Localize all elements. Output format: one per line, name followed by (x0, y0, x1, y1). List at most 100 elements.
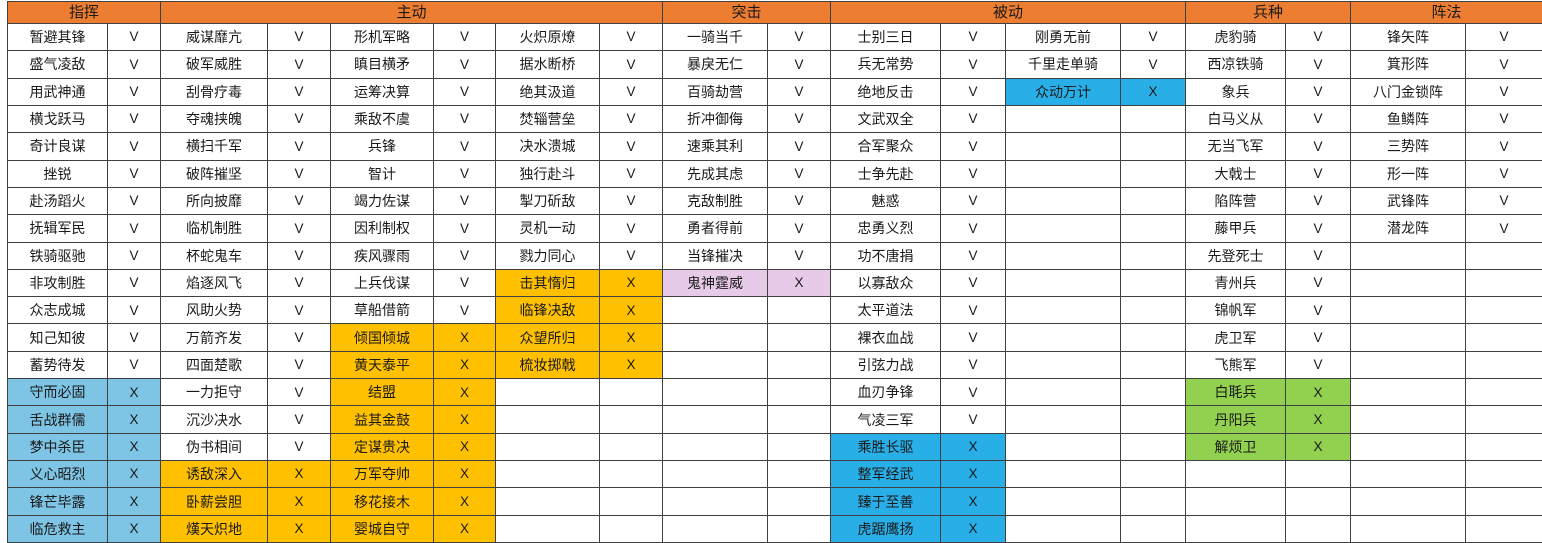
skill-cell[interactable]: 灵机一动 (496, 215, 600, 243)
skill-cell[interactable]: 虎踞鹰扬 (831, 515, 941, 543)
skill-cell[interactable]: 暴戾无仁 (663, 51, 768, 79)
mark-cell[interactable]: V (941, 187, 1006, 216)
skill-cell[interactable] (1351, 488, 1466, 516)
skill-cell[interactable] (1006, 269, 1121, 298)
skill-cell[interactable] (1006, 297, 1121, 325)
mark-cell[interactable] (1121, 160, 1186, 188)
skill-cell[interactable]: 定谋贵决 (331, 433, 434, 462)
skill-cell[interactable]: 上兵伐谋 (331, 269, 434, 298)
mark-cell[interactable]: V (941, 51, 1006, 79)
mark-cell[interactable]: V (268, 406, 331, 434)
skill-cell[interactable] (663, 461, 768, 489)
mark-cell[interactable]: X (1286, 406, 1351, 434)
mark-cell[interactable]: X (434, 406, 496, 434)
skill-cell[interactable] (1006, 133, 1121, 161)
skill-cell[interactable]: 先登死士 (1186, 242, 1286, 270)
mark-cell[interactable]: V (108, 351, 161, 380)
skill-cell[interactable]: 风助火势 (161, 297, 268, 325)
mark-cell[interactable] (600, 379, 663, 407)
mark-cell[interactable]: V (600, 242, 663, 270)
skill-cell[interactable] (496, 433, 600, 462)
mark-cell[interactable] (1466, 433, 1542, 462)
skill-cell[interactable]: 一骑当千 (663, 24, 768, 52)
mark-cell[interactable]: V (108, 133, 161, 161)
mark-cell[interactable] (1466, 515, 1542, 543)
skill-cell[interactable]: 焰逐风飞 (161, 269, 268, 298)
skill-cell[interactable] (1006, 351, 1121, 380)
mark-cell[interactable]: X (768, 269, 831, 298)
mark-cell[interactable]: V (434, 78, 496, 106)
mark-cell[interactable] (1121, 488, 1186, 516)
skill-cell[interactable]: 铁骑驱驰 (8, 242, 108, 270)
mark-cell[interactable]: X (108, 488, 161, 516)
mark-cell[interactable]: V (434, 242, 496, 270)
skill-cell[interactable]: 乘胜长驱 (831, 433, 941, 462)
skill-cell[interactable] (1186, 461, 1286, 489)
skill-cell[interactable]: 箕形阵 (1351, 51, 1466, 79)
mark-cell[interactable] (1121, 351, 1186, 380)
skill-cell[interactable] (1006, 433, 1121, 462)
skill-cell[interactable]: 乘敌不虞 (331, 105, 434, 134)
mark-cell[interactable]: X (108, 461, 161, 489)
skill-cell[interactable]: 虎豹骑 (1186, 24, 1286, 52)
skill-cell[interactable]: 卧薪尝胆 (161, 488, 268, 516)
skill-cell[interactable]: 兵锋 (331, 133, 434, 161)
skill-cell[interactable]: 梦中杀臣 (8, 433, 108, 462)
skill-cell[interactable]: 疾风骤雨 (331, 242, 434, 270)
skill-cell[interactable] (1006, 187, 1121, 216)
skill-cell[interactable]: 血刃争锋 (831, 379, 941, 407)
skill-cell[interactable]: 兵无常势 (831, 51, 941, 79)
mark-cell[interactable]: X (1286, 379, 1351, 407)
skill-cell[interactable] (1006, 105, 1121, 134)
mark-cell[interactable] (1466, 406, 1542, 434)
skill-cell[interactable]: 蓄势待发 (8, 351, 108, 380)
skill-cell[interactable]: 臻于至善 (831, 488, 941, 516)
skill-cell[interactable] (1351, 406, 1466, 434)
skill-cell[interactable]: 横扫千军 (161, 133, 268, 161)
skill-cell[interactable]: 据水断桥 (496, 51, 600, 79)
mark-cell[interactable] (600, 488, 663, 516)
skill-cell[interactable]: 破阵摧坚 (161, 160, 268, 188)
mark-cell[interactable] (1466, 242, 1542, 270)
skill-cell[interactable]: 刮骨疗毒 (161, 78, 268, 106)
mark-cell[interactable]: V (941, 133, 1006, 161)
skill-cell[interactable]: 百骑劫营 (663, 78, 768, 106)
mark-cell[interactable] (1121, 242, 1186, 270)
skill-cell[interactable]: 当锋摧决 (663, 242, 768, 270)
skill-cell[interactable]: 沉沙决水 (161, 406, 268, 434)
skill-cell[interactable] (663, 379, 768, 407)
mark-cell[interactable] (1121, 406, 1186, 434)
skill-cell[interactable]: 用武神通 (8, 78, 108, 106)
mark-cell[interactable]: X (434, 351, 496, 380)
mark-cell[interactable]: V (941, 324, 1006, 352)
mark-cell[interactable]: V (1286, 24, 1351, 52)
skill-cell[interactable]: 火炽原燎 (496, 24, 600, 52)
mark-cell[interactable] (1121, 297, 1186, 325)
mark-cell[interactable]: V (108, 160, 161, 188)
skill-cell[interactable]: 功不唐捐 (831, 242, 941, 270)
mark-cell[interactable]: V (600, 78, 663, 106)
mark-cell[interactable]: X (600, 351, 663, 380)
mark-cell[interactable]: V (268, 160, 331, 188)
skill-cell[interactable]: 众志成城 (8, 297, 108, 325)
skill-cell[interactable]: 义心昭烈 (8, 461, 108, 489)
skill-cell[interactable]: 青州兵 (1186, 269, 1286, 298)
mark-cell[interactable]: V (1286, 105, 1351, 134)
skill-cell[interactable]: 一力拒守 (161, 379, 268, 407)
skill-cell[interactable] (663, 297, 768, 325)
mark-cell[interactable]: X (268, 461, 331, 489)
mark-cell[interactable]: V (1466, 24, 1542, 52)
mark-cell[interactable]: V (1466, 78, 1542, 106)
mark-cell[interactable]: V (600, 51, 663, 79)
mark-cell[interactable]: V (268, 242, 331, 270)
mark-cell[interactable]: V (768, 215, 831, 243)
skill-cell[interactable] (1351, 461, 1466, 489)
mark-cell[interactable] (768, 351, 831, 380)
skill-cell[interactable] (1351, 324, 1466, 352)
mark-cell[interactable] (1286, 488, 1351, 516)
mark-cell[interactable]: V (1466, 187, 1542, 216)
mark-cell[interactable]: X (434, 433, 496, 462)
mark-cell[interactable]: V (268, 324, 331, 352)
skill-cell[interactable] (663, 406, 768, 434)
mark-cell[interactable]: V (768, 133, 831, 161)
